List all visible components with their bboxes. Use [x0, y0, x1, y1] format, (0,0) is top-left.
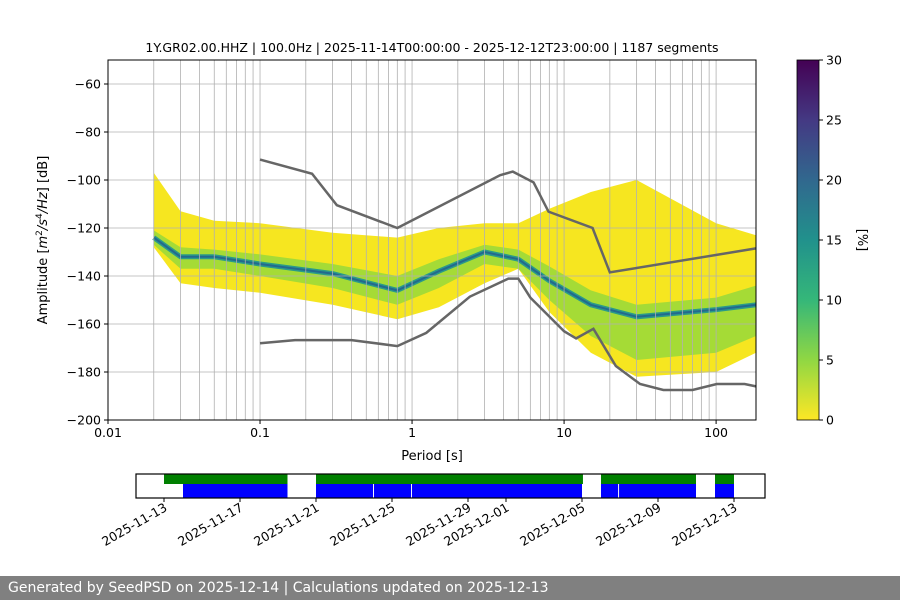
y-tick-label: −180	[67, 365, 101, 380]
density-band-mid	[153, 230, 756, 360]
psd-interval-bar	[183, 484, 288, 498]
y-tick-label: −200	[67, 413, 101, 428]
ppsd-chart: 1Y.GR02.00.HHZ | 100.0Hz | 2025-11-14T00…	[35, 40, 869, 549]
timeline-tick-label: 2025-11-25	[327, 500, 397, 549]
colorbar: 0 5 10 15 20 25 30	[796, 53, 842, 428]
colorbar-label: [%]	[854, 229, 869, 252]
nhnm-line	[259, 158, 757, 274]
colorbar-scale	[796, 59, 820, 421]
x-tick-label: 1	[408, 425, 416, 440]
y-tick-label: −100	[67, 173, 101, 188]
psd-interval-bar	[411, 484, 582, 498]
psd-interval-bar	[373, 484, 411, 498]
timeline-tick-label: 2025-12-13	[669, 500, 739, 549]
psd-interval-bar	[601, 484, 619, 498]
x-tick-label: 100	[704, 425, 728, 440]
y-axis-label: Amplitude [m2/s4/Hz] [dB]	[35, 156, 51, 325]
x-tick-label: 0.01	[94, 425, 122, 440]
y-tick-label: −140	[67, 269, 101, 284]
colorbar-tick-label: 25	[826, 113, 842, 128]
psd-interval-bar	[619, 484, 696, 498]
colorbar-tick-label: 20	[826, 173, 842, 188]
y-tick-label: −160	[67, 317, 101, 332]
colorbar-tick-label: 0	[826, 413, 834, 428]
timeline-tick-label: 2025-12-09	[593, 500, 663, 549]
timeline-tick-label: 2025-11-17	[175, 500, 245, 549]
psd-plot-area: 0.01 0.1 1 10 100 −200 −180 −160 −140 −120 −100 −80…	[67, 59, 757, 440]
colorbar-tick-label: 15	[826, 233, 842, 248]
timeline-tick-label: 2025-11-13	[99, 500, 169, 549]
colorbar-tick-label: 10	[826, 293, 842, 308]
data-interval-bar	[316, 474, 583, 484]
y-tick-label: −120	[67, 221, 101, 236]
x-axis-label: Period [s]	[401, 449, 463, 464]
data-interval-bar	[164, 474, 288, 484]
data-interval-bar	[715, 474, 734, 484]
plot-frame	[107, 59, 757, 421]
timeline-frame	[135, 473, 766, 499]
chart-title: 1Y.GR02.00.HHZ | 100.0Hz | 2025-11-14T00…	[145, 40, 718, 55]
density-mode-core	[153, 236, 757, 318]
footer-text: Generated by SeedPSD on 2025-12-14 | Cal…	[0, 576, 900, 600]
colorbar-tick-label: 30	[826, 53, 842, 68]
timeline-tick-label: 2025-12-05	[517, 500, 587, 549]
y-tick-label: −60	[75, 77, 101, 92]
psd-interval-bar	[316, 484, 373, 498]
y-tick-label: −80	[75, 125, 101, 140]
x-tick-label: 0.1	[250, 425, 270, 440]
data-availability-timeline: 2025-11-13 2025-11-17 2025-11-21 2025-11-25…	[99, 473, 766, 549]
timeline-tick-label: 2025-11-21	[251, 500, 321, 549]
colorbar-tick-label: 5	[826, 353, 834, 368]
x-tick-label: 10	[556, 425, 572, 440]
data-interval-bar	[601, 474, 696, 484]
nlnm-line	[259, 277, 757, 392]
psd-interval-bar	[715, 484, 734, 498]
